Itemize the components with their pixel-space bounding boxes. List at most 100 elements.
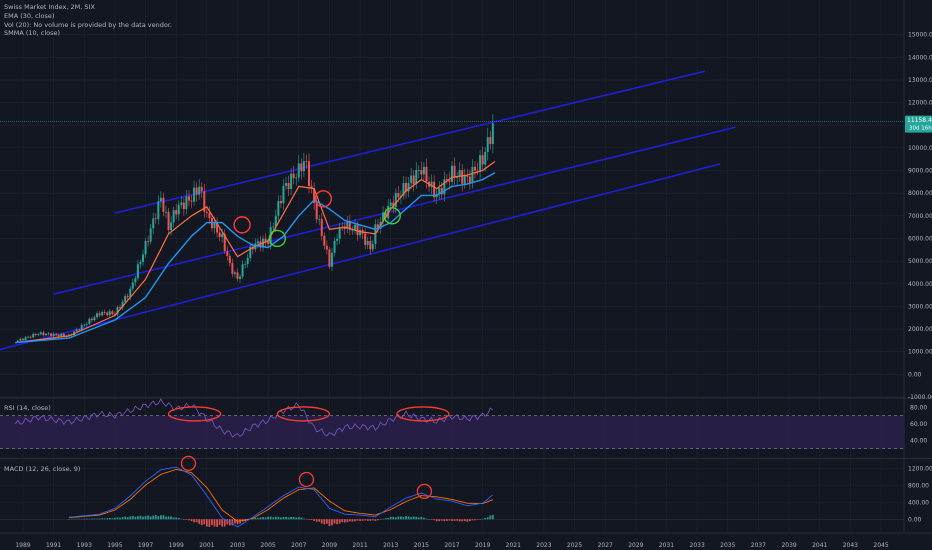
macd-histogram-bar [341,519,344,523]
candle-body [180,202,183,205]
x-tick-label: 2027 [598,542,613,549]
candle-body [397,192,400,198]
macd-histogram-bar [313,519,316,521]
candle-body [451,165,453,182]
macd-histogram-bar [295,517,298,520]
x-tick-label: 2031 [659,542,674,549]
candle-body [139,262,142,265]
green-circle-annotation [383,207,401,225]
candle-body [203,191,206,212]
x-tick-label: 2025 [567,542,582,549]
annotation-layer [167,190,450,499]
candle-body [154,218,157,220]
macd-histogram-bar [359,519,361,521]
x-tick-label: 2039 [781,542,796,549]
candle-body [417,169,420,171]
candle-body [149,228,152,242]
x-tick-label: 1993 [77,542,92,549]
macd-histogram-bar [463,519,466,521]
macd-histogram-bar [91,518,93,520]
candle-body [208,212,211,219]
candle-body [159,197,162,202]
macd-histogram-bar [108,517,111,520]
candle-body [412,175,415,185]
macd-tick-label: 0.00 [908,516,922,523]
x-tick-label: 2045 [873,542,888,549]
candle-body [348,220,351,230]
macd-histogram-bar [147,515,150,520]
macd-histogram-bar [73,518,75,520]
rsi-line [14,398,494,438]
candle-body [83,324,86,326]
x-tick-label: 2043 [843,542,858,549]
candle-body [300,163,303,172]
macd-histogram-bar [471,519,474,521]
macd-histogram-bar [116,517,119,520]
macd-histogram-bar [366,519,369,521]
macd-histogram-bar [451,519,453,521]
candle-body [476,170,479,172]
macd-histogram-bar [70,518,73,520]
price-tick-label: 15000.00 [908,32,932,39]
candle-body [445,179,448,181]
price-tick-label: 4000.00 [908,281,932,288]
macd-histogram-bar [410,517,413,520]
x-tick-label: 2005 [260,542,275,549]
candle-body [315,203,318,220]
candle-body [124,296,127,302]
candle-body [369,240,372,250]
candle-body [318,219,321,220]
macd-histogram-bar [328,519,331,526]
x-tick-label: 2033 [690,542,705,549]
candle-body [267,241,270,245]
candle-body [157,201,160,220]
macd-histogram-bar [310,519,313,520]
rsi-band [0,415,904,449]
macd-histogram-bar [417,517,420,520]
x-tick-label: 2009 [322,542,337,549]
candle-body [190,200,193,202]
macd-histogram-bar [338,519,341,524]
candle-body [108,311,111,316]
macd-histogram-bar [369,519,372,521]
ema-line [15,172,496,344]
candle-body [42,332,45,336]
macd-histogram-bar [185,519,188,520]
macd-histogram-bar [257,518,259,520]
macd-histogram-bar [277,516,280,520]
macd-histogram-bar [98,518,101,520]
macd-histogram-bar [101,518,104,520]
candle-body [241,264,244,277]
candle-body [29,336,32,338]
candle-body [231,263,234,274]
x-tick-label: 2029 [628,542,643,549]
candle-body [422,166,425,175]
macd-histogram-bar [479,519,481,520]
symbol-title: Swiss Market Index, 2M, SIX [4,3,95,11]
candle-body [420,169,423,175]
candle-body [244,264,247,265]
macd-tick-label: 800.00 [908,482,929,489]
chart-legend: Swiss Market Index, 2M, SIX EMA (30, clo… [4,3,172,38]
rsi-tick-label: 40.00 [910,437,927,444]
macd-line [68,466,494,528]
candle-body [274,215,277,227]
candle-body [256,241,259,244]
macd-histogram-bar [211,519,213,525]
candle-body [119,307,122,308]
x-tick-label: 2019 [475,542,490,549]
candle-body [359,230,362,236]
candle-body [479,155,482,171]
macd-histogram-bar [389,516,392,520]
macd-histogram-bar [361,519,364,521]
candle-body [142,254,145,263]
macd-histogram-bar [318,519,321,522]
x-tick-label: 1997 [138,542,153,549]
macd-histogram-bar [85,518,88,520]
macd-histogram-bar [111,518,114,520]
candle-body [371,243,374,250]
macd-histogram-bar [142,516,144,520]
candle-body [295,177,298,179]
candle-body [205,211,208,213]
